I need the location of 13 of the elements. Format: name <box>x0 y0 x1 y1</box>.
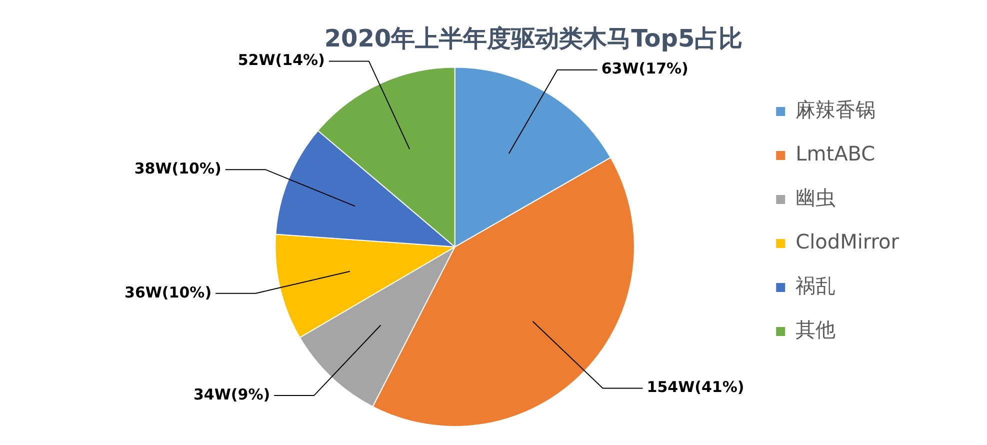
legend-label: 祸乱 <box>796 274 836 298</box>
legend-label: 其他 <box>796 318 836 342</box>
chart-title: 2020年上半年度驱动类木马Top5占比 <box>324 24 743 53</box>
legend-label: 幽虫 <box>796 186 836 210</box>
data-label: 52W(14%) <box>238 51 325 70</box>
data-label: 38W(10%) <box>134 159 222 178</box>
legend-label: ClodMirror <box>796 230 900 254</box>
data-label: 36W(10%) <box>124 283 212 302</box>
data-label: 34W(9%) <box>194 385 270 404</box>
data-label: 63W(17%) <box>601 60 688 78</box>
legend-label: 麻辣香锅 <box>796 98 876 122</box>
legend-label: LmtABC <box>796 142 876 166</box>
data-label: 154W(41%) <box>646 378 744 396</box>
